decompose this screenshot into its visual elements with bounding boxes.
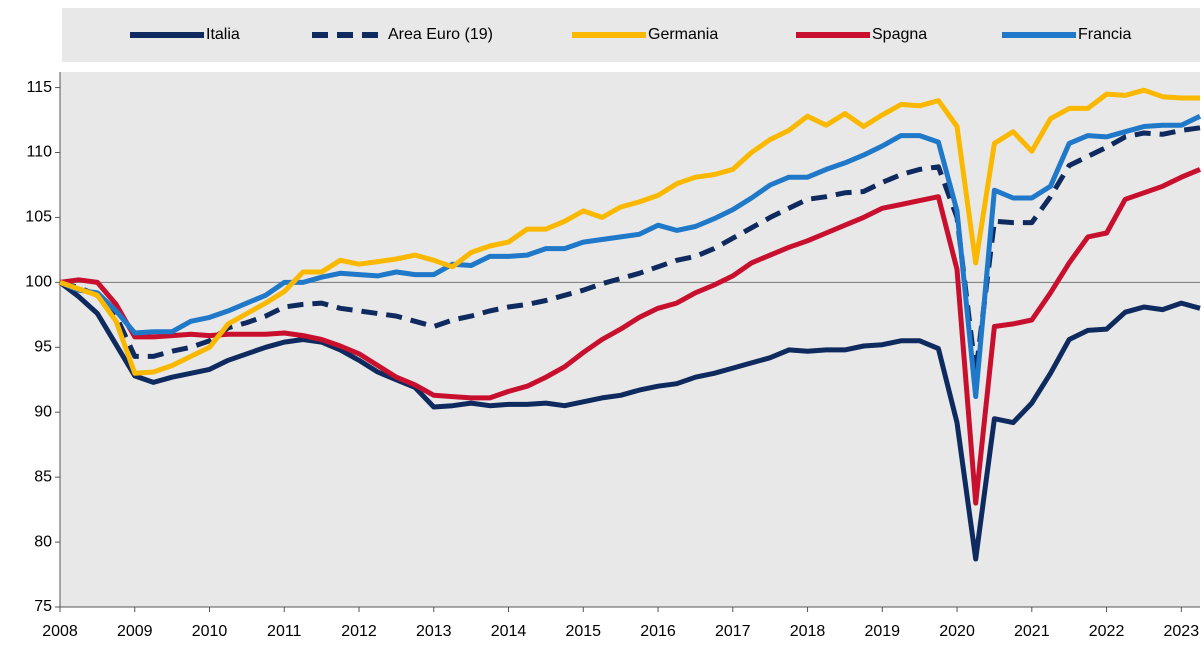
plot-area bbox=[60, 72, 1200, 607]
x-tick-label: 2023 bbox=[1164, 623, 1200, 640]
x-tick-label: 2017 bbox=[715, 623, 751, 640]
y-tick-label: 85 bbox=[34, 468, 52, 485]
legend-label: Spagna bbox=[872, 26, 927, 43]
x-tick-label: 2014 bbox=[491, 623, 527, 640]
y-tick-label: 105 bbox=[25, 209, 52, 226]
y-tick-label: 115 bbox=[26, 79, 52, 96]
x-tick-label: 2018 bbox=[790, 623, 826, 640]
x-tick-label: 2008 bbox=[42, 623, 78, 640]
legend-label: Italia bbox=[206, 26, 240, 43]
series-line bbox=[59, 113, 1202, 400]
legend-label: Area Euro (19) bbox=[388, 26, 493, 43]
series-line bbox=[59, 167, 1201, 506]
series-line bbox=[58, 280, 1201, 562]
legend-label: Francia bbox=[1078, 26, 1131, 43]
x-tick-label: 2010 bbox=[192, 623, 228, 640]
x-tick-label: 2019 bbox=[864, 623, 900, 640]
x-tick-label: 2012 bbox=[341, 623, 377, 640]
x-tick-label: 2013 bbox=[416, 623, 452, 640]
y-tick-label: 110 bbox=[26, 144, 52, 161]
x-tick-label: 2021 bbox=[1014, 623, 1050, 640]
x-tick-label: 2009 bbox=[117, 623, 153, 640]
x-tick-label: 2011 bbox=[267, 623, 302, 640]
y-tick-label: 95 bbox=[34, 339, 52, 356]
y-tick-label: 90 bbox=[34, 403, 52, 420]
x-tick-label: 2022 bbox=[1089, 623, 1125, 640]
y-tick-label: 100 bbox=[25, 274, 52, 291]
x-tick-label: 2020 bbox=[939, 623, 975, 640]
x-tick-label: 2015 bbox=[565, 623, 601, 640]
y-tick-label: 80 bbox=[34, 533, 52, 550]
legend-label: Germania bbox=[648, 26, 718, 43]
x-tick-label: 2016 bbox=[640, 623, 676, 640]
y-tick-label: 75 bbox=[34, 598, 52, 615]
series-line bbox=[59, 87, 1200, 376]
series-line bbox=[59, 125, 1201, 376]
